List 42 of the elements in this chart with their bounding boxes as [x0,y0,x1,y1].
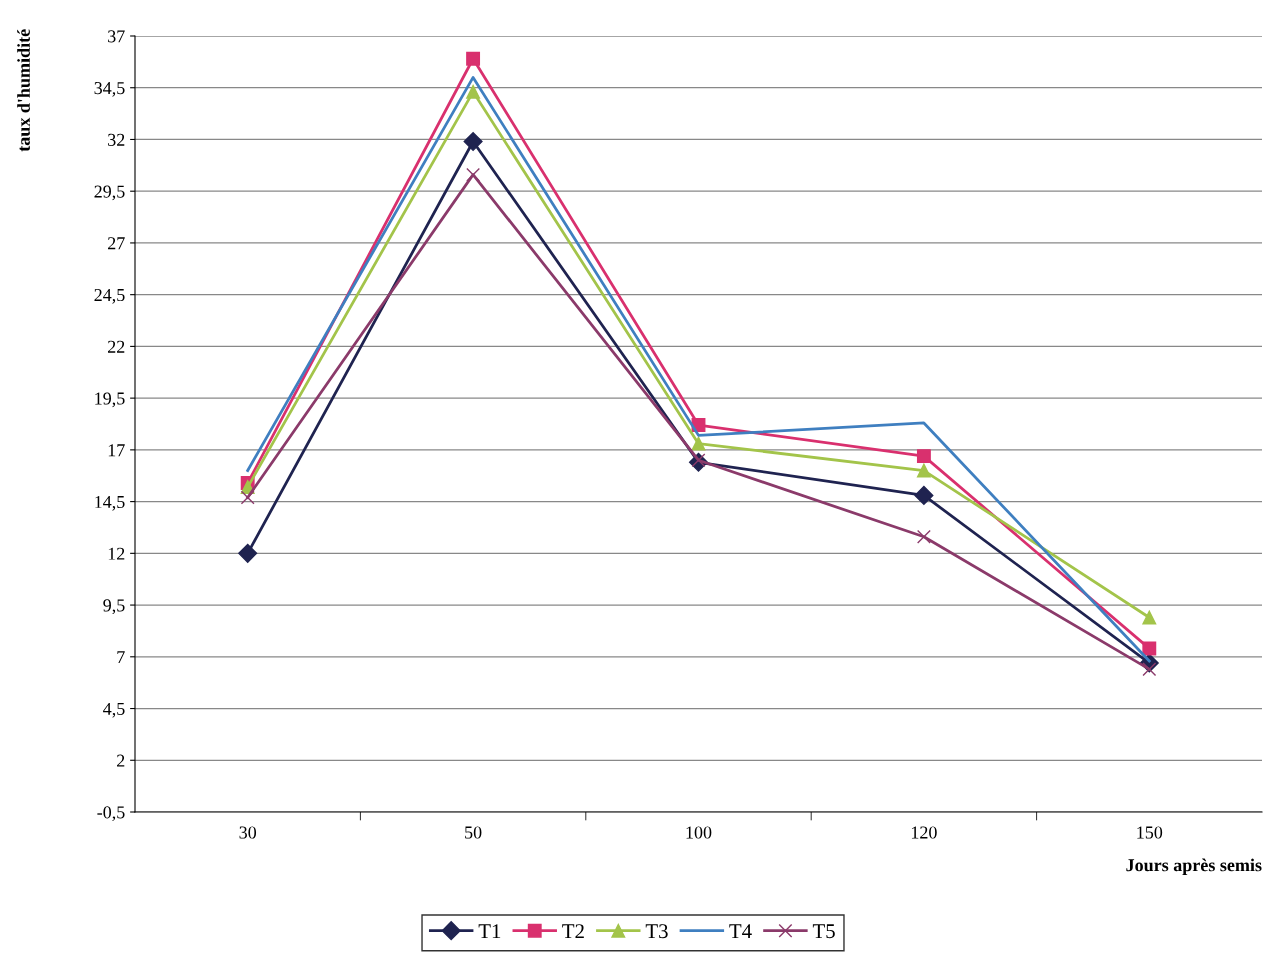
y-tick-label: 34,5 [94,82,125,97]
x-tick-label: 120 [911,826,937,839]
legend-label: T5 [812,924,835,939]
point [1142,641,1157,656]
point [914,485,934,505]
y-tick-label: 24,5 [94,288,125,304]
y-tick-label: 7 [117,651,125,664]
point [238,543,258,563]
y-tick-label: 9,5 [103,599,125,615]
point [916,529,931,544]
point [1142,610,1157,625]
y-tick-label: 12 [108,547,125,560]
y-tick-label: 4,5 [103,702,125,718]
y-axis-title: taux d'humidité [17,29,30,152]
x-tick-label: 30 [239,826,257,839]
y-tick-label: 2 [117,754,125,767]
y-tick-label: -0,5 [97,806,125,822]
x-axis-title: Jours après semis [1126,858,1262,875]
point [916,463,931,478]
y-tick-label: 22 [108,340,125,353]
y-tick-label: 29,5 [94,185,125,201]
point [466,167,481,182]
y-tick-label: 19,5 [95,392,125,408]
x-tick-label: 150 [1137,826,1163,839]
x-tick-label: 100 [686,826,712,839]
point [466,51,481,66]
y-tick-label: 37 [108,30,125,43]
point [240,490,255,505]
point [463,132,483,152]
legend-label: T4 [729,924,752,938]
point [916,449,931,464]
legend-label: T1 [478,924,501,938]
y-tick-label: 27 [108,237,125,250]
point [1142,662,1157,677]
y-tick-label: 14,5 [95,495,125,511]
point [466,84,481,99]
y-tick-label: 17 [108,444,125,457]
y-tick-label: 32 [108,133,125,146]
legend-label: T3 [645,924,668,939]
x-tick-label: 50 [465,826,482,839]
legend-label: T2 [562,924,584,938]
point [691,436,706,451]
